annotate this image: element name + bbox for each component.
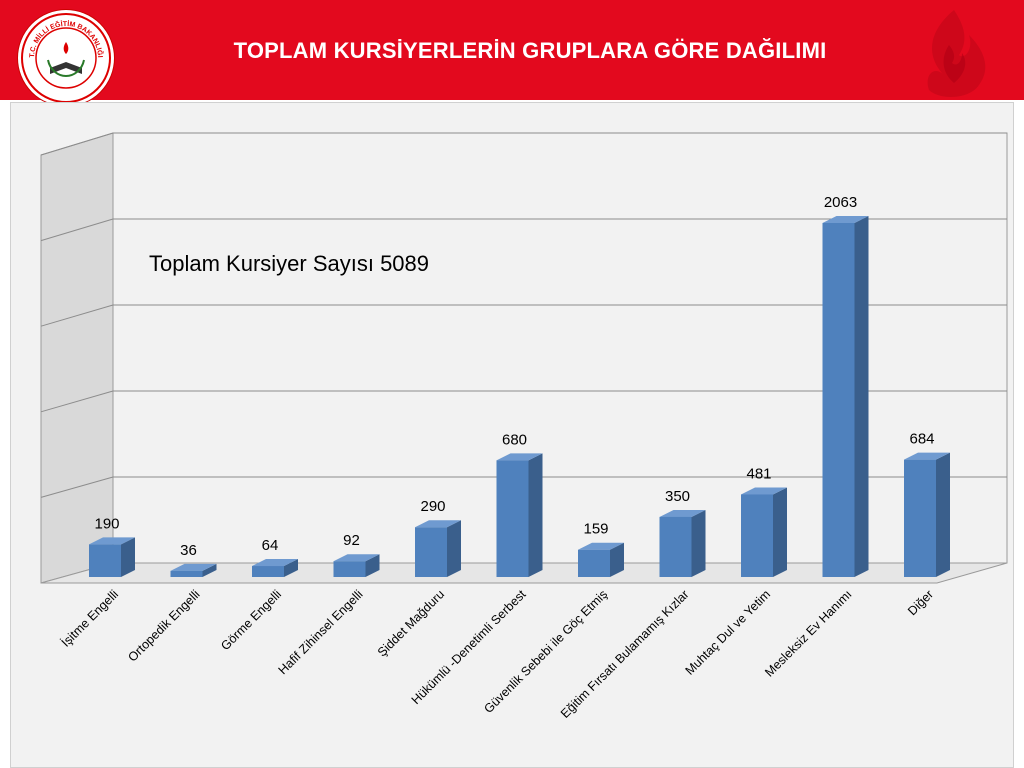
- chart-area: 190 İşitme Engelli 36 Ortopedik Engelli 64 Gö…: [10, 102, 1014, 768]
- data-label: 481: [746, 465, 771, 482]
- flame-watermark-icon: [927, 10, 986, 97]
- bar: [333, 561, 366, 577]
- bar: [170, 570, 203, 577]
- category-label: Ortopedik Engelli: [125, 587, 202, 664]
- bar-top: [415, 520, 461, 528]
- data-label: 92: [343, 532, 360, 549]
- category-label: Şiddet Mağduru: [375, 587, 447, 659]
- bar: [659, 516, 692, 577]
- header-bar: T.C. MİLLİ EĞİTİM BAKANLIĞI TOPLAM KURSİ…: [0, 0, 1024, 106]
- bar: [496, 460, 529, 577]
- bar-top: [496, 453, 543, 461]
- data-label: 684: [909, 431, 934, 448]
- gridline-wall: [40, 476, 114, 498]
- bar: [822, 223, 855, 577]
- bar-side: [528, 453, 543, 577]
- gridline-wall: [40, 304, 114, 327]
- data-label: 190: [94, 515, 119, 532]
- category-label: Eğitim Fırsatı Bulamamış Kızlar: [558, 587, 692, 721]
- category-label: Muhtaç Dul ve Yetim: [683, 587, 773, 677]
- bar-top: [822, 216, 869, 223]
- bar-side: [447, 520, 461, 577]
- bar-top: [333, 554, 380, 562]
- category-label: İşitme Engelli: [59, 587, 121, 649]
- bar-chart: 190 İşitme Engelli 36 Ortopedik Engelli 64 Gö…: [40, 132, 1008, 721]
- bar: [741, 494, 773, 577]
- data-label: 680: [502, 431, 527, 448]
- bar-top: [578, 542, 624, 550]
- data-label: 64: [262, 537, 279, 554]
- bar-top: [89, 537, 135, 545]
- bar: [415, 527, 447, 577]
- bar: [904, 459, 936, 577]
- bar-top: [252, 559, 298, 567]
- gridline-wall: [40, 132, 114, 156]
- category-label: Hafif Zihinsel Engelli: [276, 587, 366, 677]
- bar-top: [904, 452, 950, 460]
- gridline-wall: [40, 390, 114, 413]
- bar-side: [284, 559, 298, 577]
- bar: [578, 549, 610, 577]
- data-label: 2063: [824, 194, 857, 211]
- bar-side: [121, 537, 135, 577]
- meb-logo: T.C. MİLLİ EĞİTİM BAKANLIĞI: [18, 10, 114, 106]
- chart-annotation: Toplam Kursiyer Sayısı 5089: [149, 251, 429, 276]
- bar-side: [202, 563, 217, 577]
- bar-top: [659, 509, 706, 517]
- bar-side: [610, 542, 624, 577]
- page-title: TOPLAM KURSİYERLERİN GRUPLARA GÖRE DAĞIL…: [233, 38, 827, 63]
- bar: [89, 544, 121, 577]
- bar-side: [691, 509, 706, 577]
- data-label: 290: [420, 498, 445, 515]
- category-label: Mesleksiz Ev Hanımı: [762, 587, 854, 679]
- bar-side: [936, 452, 950, 577]
- bar-top: [170, 563, 217, 571]
- gridline-wall: [40, 218, 114, 242]
- category-label: Diğer: [905, 587, 936, 618]
- chart-back-wall: [112, 132, 1008, 564]
- data-label: 36: [180, 542, 197, 559]
- category-label: Görme Engelli: [218, 587, 284, 653]
- bar-side: [854, 216, 869, 577]
- bar: [252, 566, 284, 577]
- bar-side: [365, 554, 380, 577]
- data-label: 350: [665, 488, 690, 505]
- bar-side: [773, 487, 787, 577]
- bar-top: [741, 487, 787, 495]
- data-label: 159: [583, 521, 608, 538]
